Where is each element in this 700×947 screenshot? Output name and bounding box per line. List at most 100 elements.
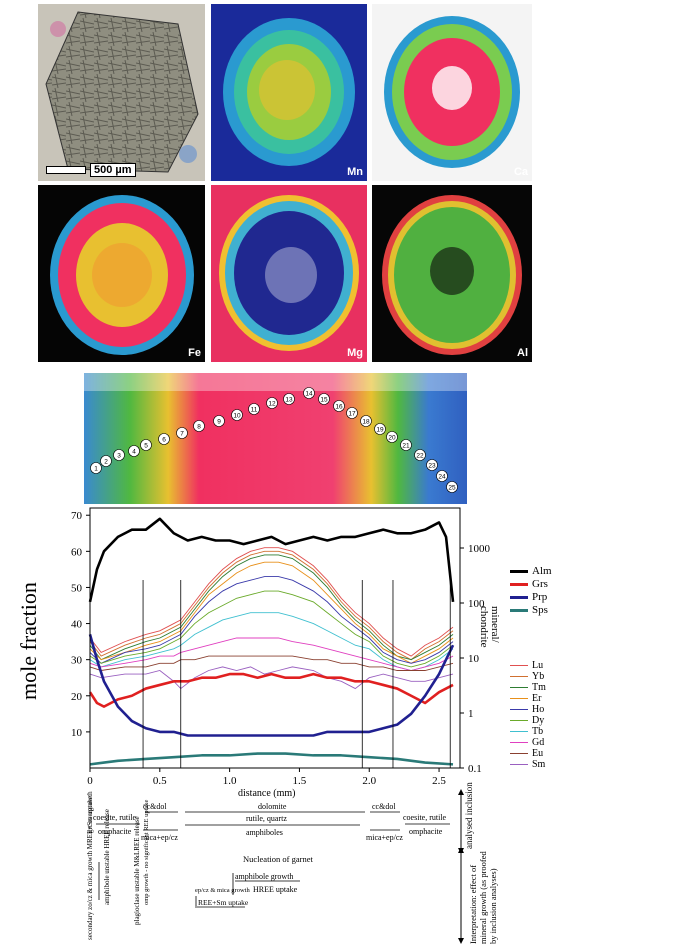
traverse-point-label: 10: [233, 413, 241, 420]
ree-line-yb: [89, 550, 454, 661]
ree-legend-item-lu: Lu: [510, 660, 543, 671]
traverse-point-label: 14: [305, 391, 313, 398]
traverse-point: 12: [266, 397, 278, 409]
traverse-map: 1 2 3 4 5 6 7 8 9 10 11 12 13 14 15 16 17 18 19 20 21 22 23 24 2…: [84, 373, 467, 504]
traverse-point: 5: [140, 439, 152, 451]
ree-legend-item-eu: Eu: [510, 748, 543, 759]
ree-legend-item-ho: Ho: [510, 704, 544, 715]
x-tick-label: 2.0: [362, 775, 376, 787]
legend-label: Dy: [532, 715, 545, 726]
traverse-point: 4: [128, 445, 140, 457]
traverse-point-label: 12: [268, 401, 276, 408]
ree-line-sm: [89, 666, 454, 690]
annotation-ree-sm: REE+Sm uptake: [198, 898, 249, 907]
y-tick-label-right: 1000: [468, 543, 491, 555]
annotation-amph-hree: amphibole unstable HREE release: [103, 809, 111, 905]
traverse-point: 18: [360, 415, 372, 427]
y-tick-label-left: 50: [71, 582, 83, 594]
traverse-point-label: 18: [362, 419, 370, 426]
y-tick-label-left: 20: [71, 691, 83, 703]
y-tick-label-right: 1: [468, 708, 474, 720]
inclusion-mica-left: mica+ep/cz: [141, 833, 178, 842]
traverse-point-label: 21: [402, 443, 410, 450]
legend-swatch: [510, 675, 528, 678]
inclusion-ccdol-right: cc&dol: [372, 802, 396, 811]
traverse-point-label: 22: [416, 453, 424, 460]
legend-swatch: [510, 697, 528, 700]
legend-label: Gd: [532, 737, 545, 748]
ree-line-tb: [89, 612, 454, 671]
ree-line-eu: [89, 655, 454, 671]
photomicrograph-image: [38, 4, 205, 181]
inclusion-coesite-right: coesite, rutile: [403, 813, 447, 822]
legend-label: Yb: [532, 671, 545, 682]
ree-legend-item-yb: Yb: [510, 671, 544, 682]
traverse-point-label: 19: [376, 427, 384, 434]
scale-bar-line: [46, 166, 86, 174]
legend-label: Sps: [532, 604, 548, 616]
traverse-point: 6: [158, 433, 170, 445]
legend-item-grs: Grs: [510, 578, 548, 590]
x-axis-label: distance (mm): [238, 788, 296, 799]
al-map-image: [372, 185, 532, 362]
traverse-point-label: 24: [438, 474, 446, 481]
traverse-map-image: 1234567891011121314151617181920212223242…: [84, 373, 467, 504]
legend-swatch: [510, 763, 528, 766]
annotation-epcz-mica: ep/cz & mica growth: [195, 887, 250, 894]
map-panel-ca: Ca: [372, 4, 532, 181]
ree-line-gd: [89, 637, 454, 671]
legend-label: Grs: [532, 578, 548, 590]
y-tick-label-left: 30: [71, 655, 83, 667]
traverse-point-label: 23: [428, 463, 436, 470]
ree-line-lu: [89, 547, 454, 657]
traverse-point-label: 20: [388, 435, 396, 442]
ree-line-dy: [89, 590, 454, 668]
traverse-point: 7: [176, 427, 188, 439]
traverse-point: 23: [426, 459, 438, 471]
annotation-omp-growth: omp growth - no significant REE uptake: [143, 799, 150, 905]
label-analysed-inclusion: analysed inclusion: [464, 782, 474, 849]
legend-item-prp: Prp: [510, 591, 547, 603]
ree-legend-item-tm: Tm: [510, 682, 546, 693]
traverse-point: 25: [446, 481, 458, 493]
y-tick-label-left: 60: [71, 546, 83, 558]
legend-label: Sm: [532, 759, 546, 770]
map-label-mg: Mg: [347, 347, 363, 359]
traverse-point: 13: [283, 393, 295, 405]
mg-map-image: [211, 185, 367, 362]
inclusion-mica-right: mica+ep/cz: [366, 833, 403, 842]
map-panel-fe: Fe: [38, 185, 205, 362]
ree-legend-item-er: Er: [510, 693, 541, 704]
x-tick-label: 0.5: [153, 775, 167, 787]
traverse-point-label: 4: [132, 449, 136, 456]
legend-label: Tm: [532, 682, 546, 693]
scale-bar: 500 µm: [46, 163, 136, 177]
x-tick-label: 2.5: [432, 775, 446, 787]
traverse-point: 9: [213, 415, 225, 427]
map-label-fe: Fe: [188, 347, 201, 359]
x-tick-label: 1.5: [293, 775, 307, 787]
ree-legend-item-dy: Dy: [510, 715, 544, 726]
legend-swatch: [510, 741, 528, 744]
scale-bar-label: 500 µm: [90, 163, 136, 177]
y-tick-label-right: 100: [468, 598, 485, 610]
legend-swatch: [510, 708, 528, 711]
traverse-point: 1: [90, 462, 102, 474]
plot-frame: [89, 507, 461, 769]
legend-label: Eu: [532, 748, 544, 759]
map-panel-mg: Mg: [211, 185, 367, 362]
y-axis-left-label: mole fraction: [16, 582, 41, 700]
inclusion-coesite-left: coesite, rutile: [93, 813, 137, 822]
traverse-point: 19: [374, 423, 386, 435]
legend-label: Lu: [532, 660, 544, 671]
traverse-point: 8: [193, 420, 205, 432]
traverse-point-label: 1: [94, 466, 98, 473]
mn-map-image: [211, 4, 367, 181]
map-label-al: Al: [517, 347, 528, 359]
traverse-point-label: 6: [162, 437, 166, 444]
traverse-point: 14: [303, 387, 315, 399]
traverse-point-label: 2: [104, 459, 108, 466]
inclusion-ccdol-left: cc&dol: [143, 802, 167, 811]
annotation-nucleation: Nucleation of garnet: [243, 854, 313, 864]
